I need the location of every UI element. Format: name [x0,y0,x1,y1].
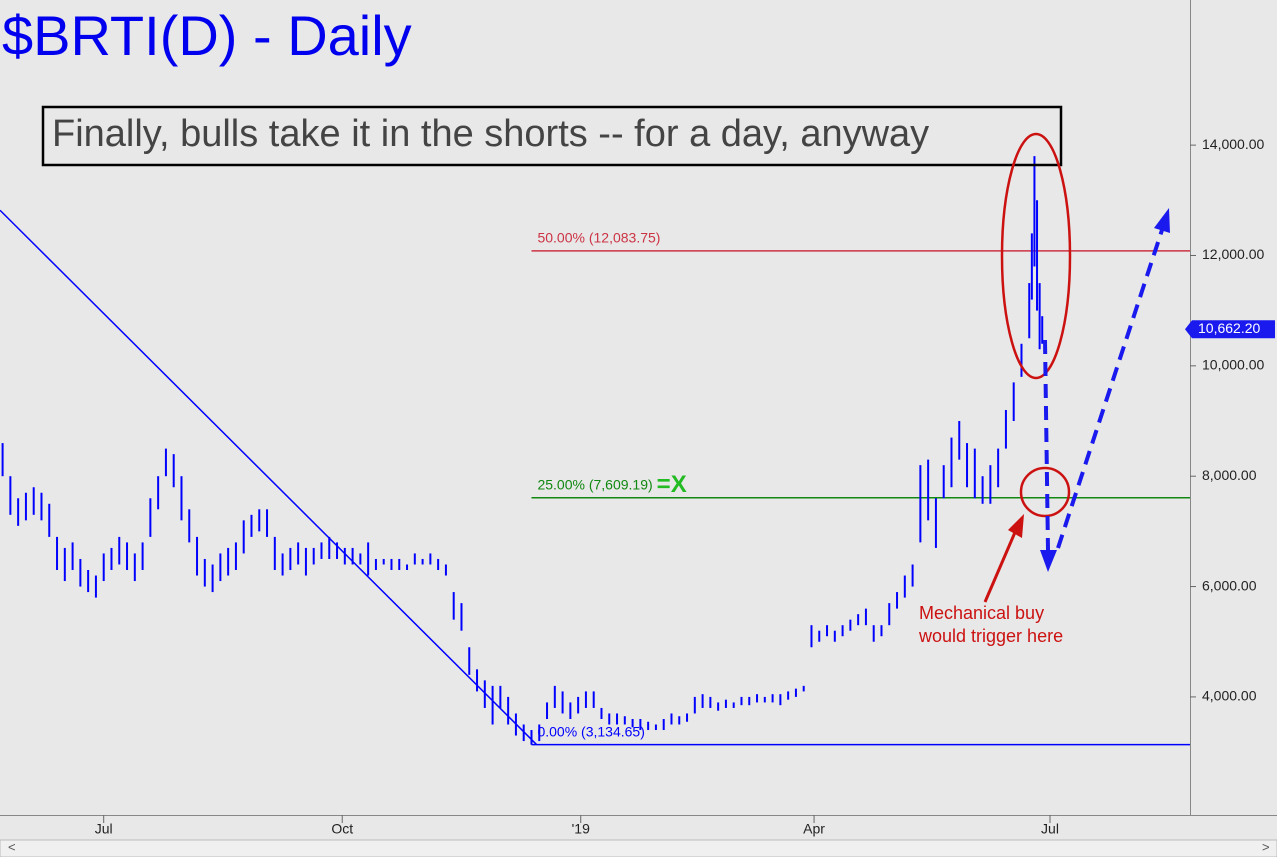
y-tick-label: 10,000.00 [1202,357,1264,373]
scroll-right[interactable]: > [1262,839,1270,854]
x-tick-label: Apr [803,821,825,837]
level-marker: =X [657,471,687,498]
price-tag-label: 10,662.20 [1198,320,1260,336]
price-tag [1185,320,1275,339]
scrollbar[interactable] [0,839,1277,857]
arrow-head [1040,550,1057,572]
annotation: would trigger here [918,626,1063,646]
x-tick-label: '19 [572,821,590,837]
annotation: Mechanical buy [919,603,1044,623]
y-tick-label: 8,000.00 [1202,467,1257,483]
scroll-left[interactable]: < [8,839,16,854]
y-tick-label: 4,000.00 [1202,688,1257,704]
highlight-circle [1019,466,1071,518]
y-tick-label: 14,000.00 [1202,136,1264,152]
y-tick-label: 6,000.00 [1202,577,1257,593]
subtitle: Finally, bulls take it in the shorts -- … [52,113,929,155]
x-tick-label: Jul [1041,821,1059,837]
dashed-arrow [1056,229,1164,549]
trendline [0,209,538,746]
subtitle-box [41,105,1063,167]
x-tick-label: Oct [331,821,353,837]
arrow-head [1008,514,1024,538]
highlight-ellipse [1000,132,1072,380]
dashed-arrow [1043,339,1050,551]
plot-area: 4,000.00 6,000.00 8,000.00 10,000.00 12,000.… [0,136,1264,837]
level-label: 0.00% (3,134.65) [537,723,644,739]
arrow-head [1154,208,1170,233]
x-tick-label: Jul [95,821,113,837]
arrow [983,529,1018,603]
level-label: 25.00% (7,609.19) [537,476,652,492]
level-label: 50.00% (12,083.75) [537,230,660,246]
y-tick-label: 12,000.00 [1202,246,1264,262]
chart-title: $BRTI(D) - Daily [2,4,412,67]
